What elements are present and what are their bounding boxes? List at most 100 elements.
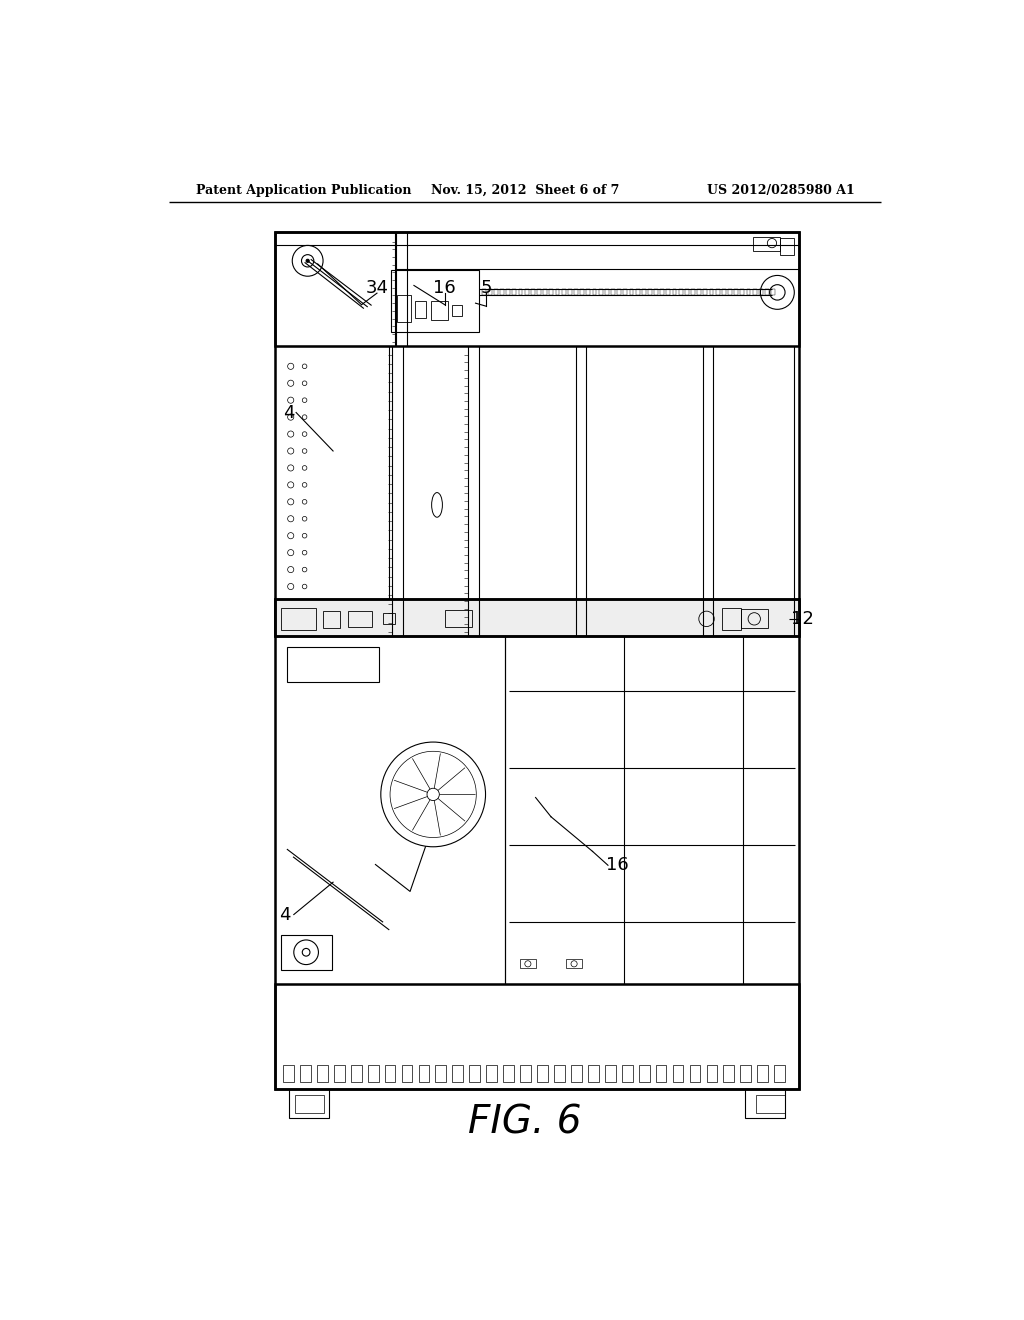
Bar (283, 1065, 294, 1082)
Bar (431, 301, 447, 321)
Bar (520, 1065, 531, 1082)
Bar (348, 611, 372, 627)
Bar (765, 289, 769, 296)
Bar (524, 289, 528, 296)
Bar (469, 1065, 480, 1082)
Bar (707, 1065, 717, 1082)
Bar (753, 238, 779, 251)
Bar (741, 609, 768, 628)
Bar (740, 1065, 752, 1082)
Bar (753, 289, 757, 296)
Bar (611, 289, 614, 296)
Bar (275, 231, 394, 346)
Bar (660, 289, 665, 296)
Bar (593, 289, 596, 296)
Bar (289, 1089, 330, 1118)
Bar (323, 611, 340, 628)
Bar (334, 1065, 345, 1082)
Text: 4: 4 (283, 404, 294, 421)
Bar (728, 289, 732, 296)
Bar (758, 1065, 768, 1082)
Text: Patent Application Publication: Patent Application Publication (196, 185, 412, 197)
Bar (544, 289, 547, 296)
Bar (391, 271, 479, 331)
Bar (275, 231, 799, 346)
Bar (275, 599, 799, 636)
Bar (453, 305, 462, 317)
Bar (419, 1065, 429, 1082)
Bar (716, 289, 720, 296)
Bar (724, 1065, 734, 1082)
Bar (771, 289, 775, 296)
Bar (574, 289, 578, 296)
Bar (655, 1065, 667, 1082)
Bar (503, 1065, 514, 1082)
Bar (599, 289, 602, 296)
Bar (630, 289, 634, 296)
Bar (554, 1065, 565, 1082)
Bar (275, 636, 505, 983)
Bar (506, 289, 510, 296)
Bar (710, 289, 714, 296)
Bar (494, 289, 498, 296)
Bar (562, 289, 565, 296)
Bar (300, 1065, 310, 1082)
Bar (316, 1065, 328, 1082)
Bar (642, 289, 646, 296)
Bar (605, 1065, 615, 1082)
Bar (444, 610, 472, 627)
Bar (588, 1065, 599, 1082)
Bar (538, 1065, 548, 1082)
Bar (587, 289, 590, 296)
Bar (759, 289, 763, 296)
Text: 5: 5 (480, 279, 493, 297)
Bar (416, 301, 426, 318)
Bar (481, 289, 485, 296)
Bar (275, 231, 799, 1089)
Text: Nov. 15, 2012  Sheet 6 of 7: Nov. 15, 2012 Sheet 6 of 7 (431, 185, 618, 197)
Text: 4: 4 (279, 906, 291, 924)
Bar (648, 289, 652, 296)
Bar (667, 289, 671, 296)
Bar (505, 636, 799, 983)
Bar (282, 609, 316, 630)
Bar (774, 1065, 785, 1082)
Circle shape (306, 259, 309, 263)
Text: US 2012/0285980 A1: US 2012/0285980 A1 (707, 185, 854, 197)
Bar (622, 1065, 633, 1082)
Bar (275, 599, 799, 636)
Bar (703, 289, 708, 296)
Bar (383, 612, 394, 624)
Bar (691, 289, 695, 296)
Bar (624, 289, 628, 296)
Bar (295, 1094, 324, 1113)
Bar (679, 289, 683, 296)
Bar (487, 289, 492, 296)
Bar (453, 1065, 463, 1082)
Bar (740, 289, 744, 296)
Bar (368, 1065, 379, 1082)
Bar (639, 1065, 649, 1082)
Bar (538, 289, 541, 296)
Bar (486, 1065, 497, 1082)
Bar (673, 289, 677, 296)
Text: FIG. 6: FIG. 6 (468, 1104, 582, 1142)
Bar (282, 936, 332, 970)
Bar (520, 960, 536, 969)
Bar (722, 289, 726, 296)
Text: 34: 34 (366, 279, 388, 297)
Bar (550, 289, 553, 296)
Text: 12: 12 (792, 610, 814, 628)
Bar (636, 289, 640, 296)
Bar (397, 296, 411, 322)
Bar (722, 609, 741, 630)
Text: 16: 16 (433, 279, 456, 297)
Bar (566, 960, 582, 969)
Bar (673, 1065, 683, 1082)
Bar (745, 1089, 785, 1118)
Bar (734, 289, 738, 296)
Bar (697, 289, 701, 296)
Bar (512, 289, 516, 296)
Bar (617, 289, 621, 296)
Bar (605, 289, 608, 296)
